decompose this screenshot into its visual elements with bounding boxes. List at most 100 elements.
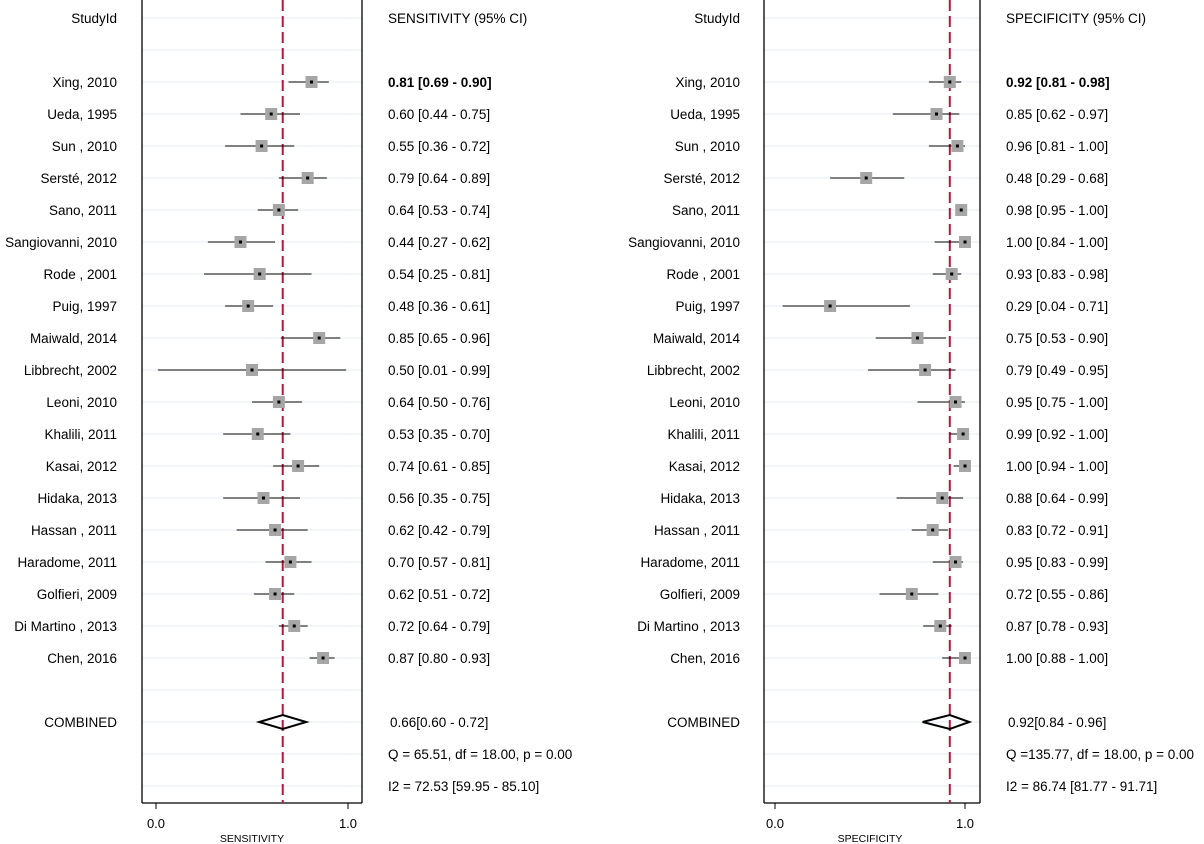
study-name: Libbrecht, 2002 [647, 363, 740, 378]
study-ci-label: 0.79 [0.49 - 0.95] [1006, 363, 1108, 378]
study-name: Sun , 2010 [52, 139, 117, 154]
study-name: Chen, 2016 [47, 651, 117, 666]
study-row: Sersté, 2012 0.48 [0.29 - 0.68] [663, 171, 1108, 186]
study-row: Hassan , 2011 0.83 [0.72 - 0.91] [654, 523, 1108, 538]
study-name: Golfieri, 2009 [660, 587, 740, 602]
study-row: Puig, 1997 0.48 [0.36 - 0.61] [52, 299, 490, 314]
study-ci-label: 0.93 [0.83 - 0.98] [1006, 267, 1108, 282]
study-row: Ueda, 1995 0.60 [0.44 - 0.75] [47, 107, 490, 122]
study-row: Haradome, 2011 0.95 [0.83 - 0.99] [640, 555, 1108, 570]
study-ci-label: 0.60 [0.44 - 0.75] [388, 107, 490, 122]
study-row: Hidaka, 2013 0.88 [0.64 - 0.99] [660, 491, 1108, 506]
study-ci-label: 1.00 [0.94 - 1.00] [1006, 459, 1108, 474]
study-row: Xing, 2010 0.81 [0.69 - 0.90] [52, 75, 491, 90]
point-estimate-marker [959, 208, 963, 212]
study-ci-label: 0.50 [0.01 - 0.99] [388, 363, 490, 378]
study-row: Sun , 2010 0.55 [0.36 - 0.72] [52, 139, 490, 154]
study-ci-label: 0.48 [0.36 - 0.61] [388, 299, 490, 314]
point-estimate-marker [940, 496, 944, 500]
combined-diamond [255, 713, 310, 731]
point-estimate-marker [955, 144, 959, 148]
point-estimate-marker [864, 176, 868, 180]
study-row: Hidaka, 2013 0.56 [0.35 - 0.75] [37, 491, 490, 506]
study-name: Rode , 2001 [666, 267, 740, 282]
study-name: Sun , 2010 [675, 139, 740, 154]
study-row: Khalili, 2011 0.99 [0.92 - 1.00] [667, 427, 1108, 442]
heterogeneity-i2: I2 = 72.53 [59.95 - 85.10] [388, 779, 539, 794]
study-column-header: StudyId [694, 11, 740, 26]
study-name: Di Martino , 2013 [14, 619, 117, 634]
study-ci-label: 0.62 [0.51 - 0.72] [388, 587, 490, 602]
study-column-header: StudyId [71, 11, 117, 26]
study-name: Sano, 2011 [672, 203, 740, 218]
study-row: Golfieri, 2009 0.62 [0.51 - 0.72] [37, 587, 490, 602]
point-estimate-marker [296, 464, 300, 468]
point-estimate-marker [923, 368, 927, 372]
point-estimate-marker [961, 432, 965, 436]
study-row: Sun , 2010 0.96 [0.81 - 1.00] [675, 139, 1108, 154]
point-estimate-marker [935, 112, 938, 116]
study-ci-label: 1.00 [0.84 - 1.00] [1006, 235, 1108, 250]
study-name: Hassan , 2011 [31, 523, 117, 538]
point-estimate-marker [288, 560, 292, 564]
point-estimate-marker [273, 528, 277, 532]
point-estimate-marker [269, 112, 273, 116]
point-estimate-marker [963, 656, 967, 660]
point-estimate-marker [948, 80, 952, 84]
point-estimate-marker [306, 176, 310, 180]
combined-row: COMBINED 0.66[0.60 - 0.72] [44, 713, 488, 731]
study-name: Ueda, 1995 [47, 107, 117, 122]
study-ci-label: 0.79 [0.64 - 0.89] [388, 171, 490, 186]
study-row: Di Martino , 2013 0.72 [0.64 - 0.79] [14, 619, 490, 634]
point-estimate-marker [273, 592, 277, 596]
study-ci-label: 0.75 [0.53 - 0.90] [1006, 331, 1108, 346]
study-row: Sangiovanni, 2010 0.44 [0.27 - 0.62] [5, 235, 490, 250]
study-row: Xing, 2010 0.92 [0.81 - 0.98] [675, 75, 1109, 90]
point-estimate-marker [950, 272, 954, 276]
study-row: Maiwald, 2014 0.85 [0.65 - 0.96] [30, 331, 490, 346]
study-name: Maiwald, 2014 [653, 331, 741, 346]
study-ci-label: 0.29 [0.04 - 0.71] [1006, 299, 1108, 314]
study-name: Golfieri, 2009 [37, 587, 117, 602]
point-estimate-marker [260, 144, 264, 148]
study-row: Chen, 2016 1.00 [0.88 - 1.00] [670, 651, 1108, 666]
study-ci-label: 0.55 [0.36 - 0.72] [388, 139, 490, 154]
point-estimate-marker [238, 240, 242, 244]
point-estimate-marker [317, 336, 321, 340]
point-estimate-marker [916, 336, 919, 340]
forest-panel-specificity: 0.0 1.0 SPECIFICITY StudyId SPECIFICITY (95%… [628, 0, 1194, 844]
point-estimate-marker [963, 240, 967, 244]
study-name: Libbrecht, 2002 [24, 363, 117, 378]
study-name: Sangiovanni, 2010 [628, 235, 740, 250]
study-row: Sersté, 2012 0.79 [0.64 - 0.89] [40, 171, 490, 186]
study-ci-label: 0.72 [0.55 - 0.86] [1006, 587, 1108, 602]
study-row: Golfieri, 2009 0.72 [0.55 - 0.86] [660, 587, 1108, 602]
study-ci-label: 0.54 [0.25 - 0.81] [388, 267, 490, 282]
combined-ci-label: 0.92[0.84 - 0.96] [1008, 715, 1106, 730]
study-row: Sangiovanni, 2010 1.00 [0.84 - 1.00] [628, 235, 1108, 250]
x-axis-label: SENSITIVITY [220, 833, 284, 844]
study-row: Leoni, 2010 0.64 [0.50 - 0.76] [46, 395, 490, 410]
study-ci-label: 0.88 [0.64 - 0.99] [1006, 491, 1108, 506]
study-ci-label: 0.72 [0.64 - 0.79] [388, 619, 490, 634]
study-name: Ueda, 1995 [670, 107, 740, 122]
study-name: Sangiovanni, 2010 [5, 235, 117, 250]
ci-column-header: SPECIFICITY (95% CI) [1006, 11, 1146, 26]
study-name: Xing, 2010 [52, 75, 117, 90]
x-tick-label: 1.0 [339, 816, 357, 831]
study-row: Sano, 2011 0.98 [0.95 - 1.00] [672, 203, 1108, 218]
study-name: Xing, 2010 [675, 75, 740, 90]
study-ci-label: 0.62 [0.42 - 0.79] [388, 523, 490, 538]
study-ci-label: 0.95 [0.83 - 0.99] [1006, 555, 1108, 570]
x-axis-label: SPECIFICITY [838, 833, 903, 844]
study-ci-label: 0.44 [0.27 - 0.62] [388, 235, 490, 250]
x-tick-label: 0.0 [766, 816, 784, 831]
study-ci-label: 0.96 [0.81 - 1.00] [1006, 139, 1108, 154]
study-ci-label: 0.85 [0.62 - 0.97] [1006, 107, 1108, 122]
study-ci-label: 0.87 [0.78 - 0.93] [1006, 619, 1108, 634]
study-ci-label: 0.64 [0.50 - 0.76] [388, 395, 490, 410]
study-row: Kasai, 2012 1.00 [0.94 - 1.00] [669, 459, 1108, 474]
point-estimate-marker [246, 304, 250, 308]
point-estimate-marker [250, 368, 254, 372]
study-ci-label: 0.70 [0.57 - 0.81] [388, 555, 490, 570]
